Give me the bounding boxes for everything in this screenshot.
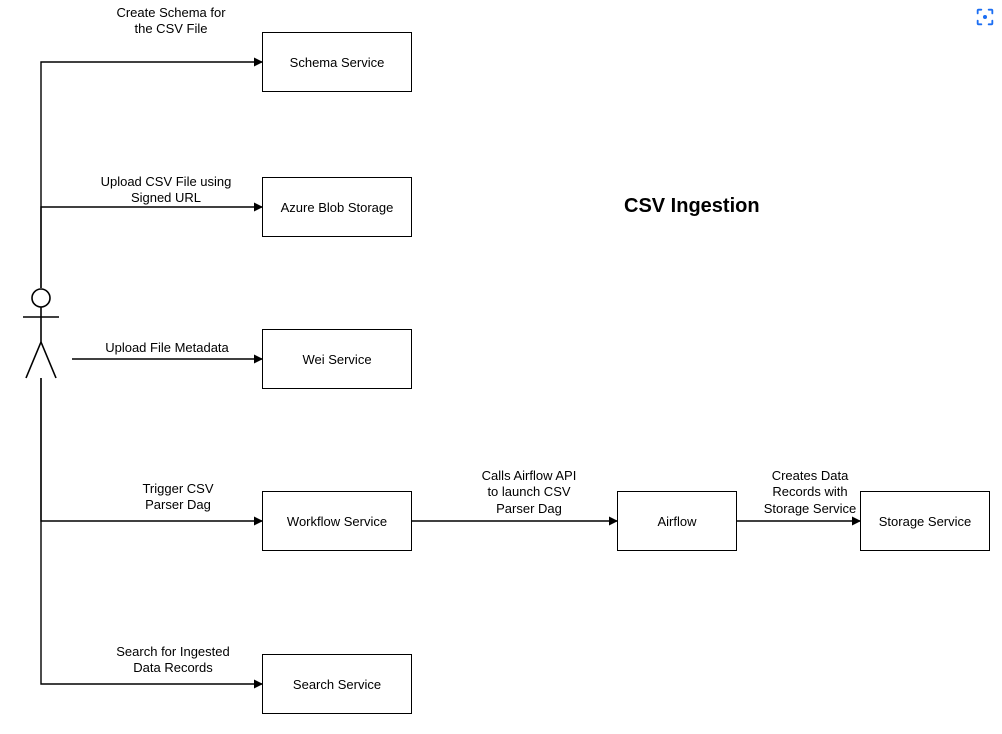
edge-label: Calls Airflow API to launch CSV Parser D… — [454, 468, 604, 517]
node-storage: Storage Service — [860, 491, 990, 551]
edge-line — [41, 378, 262, 684]
edge-label: Search for Ingested Data Records — [88, 644, 258, 677]
node-label: Search Service — [293, 677, 381, 692]
node-label: Wei Service — [302, 352, 371, 367]
node-workflow: Workflow Service — [262, 491, 412, 551]
edge-line — [41, 207, 262, 288]
node-blob: Azure Blob Storage — [262, 177, 412, 237]
flowchart-diagram: CSV Ingestion Create Schema for the CSV … — [0, 0, 1002, 734]
node-label: Azure Blob Storage — [281, 200, 394, 215]
edge-label: Trigger CSV Parser Dag — [118, 481, 238, 514]
node-label: Workflow Service — [287, 514, 387, 529]
diagram-title: CSV Ingestion — [624, 195, 760, 218]
edge-label: Creates Data Records with Storage Servic… — [740, 468, 880, 517]
node-search: Search Service — [262, 654, 412, 714]
actor-icon — [23, 289, 59, 378]
node-label: Schema Service — [290, 55, 385, 70]
node-schema: Schema Service — [262, 32, 412, 92]
node-label: Airflow — [657, 514, 696, 529]
svg-layer — [0, 0, 1002, 734]
edge-label: Create Schema for the CSV File — [86, 5, 256, 38]
edge-label: Upload CSV File using Signed URL — [76, 174, 256, 207]
node-label: Storage Service — [879, 514, 972, 529]
node-file: Wei Service — [262, 329, 412, 389]
edge-label: Upload File Metadata — [82, 340, 252, 356]
node-airflow: Airflow — [617, 491, 737, 551]
capture-icon[interactable] — [974, 6, 996, 28]
